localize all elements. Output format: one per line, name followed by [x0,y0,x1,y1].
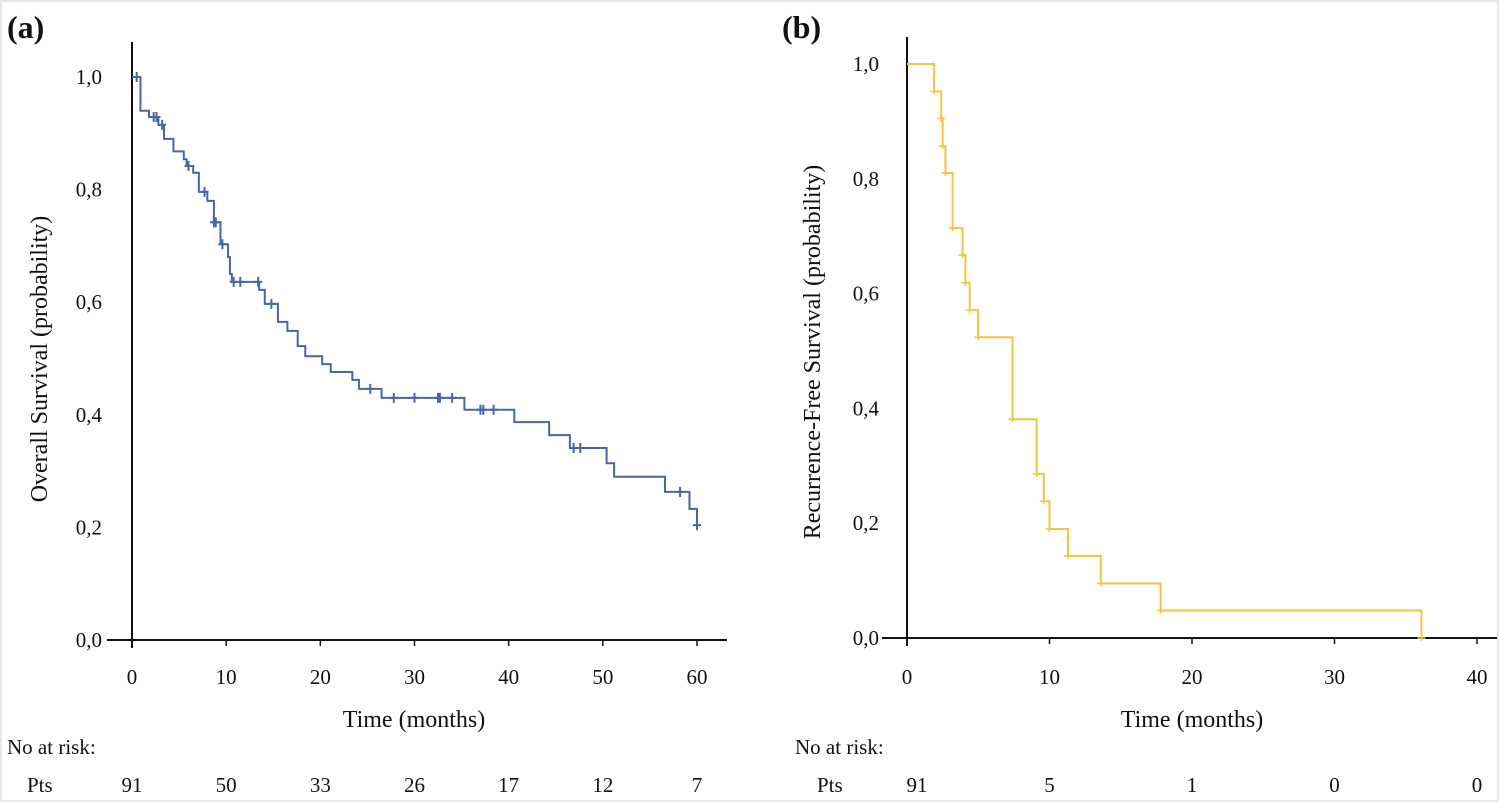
risk-count: 33 [310,773,331,797]
risk-table-title-a: No at risk: [7,735,96,759]
censor-mark [218,239,227,250]
x-tick-label: 30 [1324,665,1345,689]
censor-mark [1039,498,1048,505]
y-tick-label: 1,0 [853,52,879,76]
y-tick-label: 0,0 [853,626,879,650]
risk-count: 0 [1472,773,1483,797]
censor-mark [448,392,457,403]
risk-table-title-b: No at risk: [795,735,884,759]
censor-mark [1156,607,1165,614]
y-tick-label: 1,0 [76,65,102,89]
censor-mark [489,404,498,415]
risk-table-row-label-a: Pts [27,773,53,797]
x-tick-label: 40 [1467,665,1488,689]
censor-mark [158,119,167,130]
censor-mark [184,160,193,171]
censor-mark [576,443,585,454]
y-tick-label: 0,8 [76,178,102,202]
y-tick-label: 0,2 [76,515,102,539]
censor-mark [965,307,974,314]
panel-label-a: (a) [7,9,44,45]
censor-mark [676,486,685,497]
risk-count: 5 [1044,773,1055,797]
survival-curve-a [132,76,698,526]
risk-count: 26 [404,773,425,797]
x-tick-label: 20 [310,665,331,689]
risk-count: 50 [216,773,237,797]
y-tick-label: 0,0 [76,628,102,652]
censor-mark [938,143,947,150]
x-tick-label: 0 [902,665,913,689]
x-tick-label: 40 [498,665,519,689]
censor-mark [267,298,276,309]
censor-mark [211,217,220,228]
censor-mark [1008,416,1017,423]
y-tick-label: 0,6 [76,290,102,314]
censor-mark [937,115,946,122]
censor-mark [958,252,967,259]
censor-mark [236,276,245,287]
censor-mark [1417,635,1426,641]
y-axis-label-b: Recurrence-Free Survival (probability) [800,165,826,540]
censor-mark [941,170,950,177]
y-tick-label: 0,8 [853,167,879,191]
x-tick-label: 10 [216,665,237,689]
y-tick-label: 0,6 [853,282,879,306]
censor-mark [479,404,488,415]
risk-table-row-label-b: Pts [817,773,843,797]
censor-mark [152,111,161,122]
x-tick-label: 60 [687,665,708,689]
censor-mark [410,392,419,403]
risk-count: 91 [122,773,143,797]
y-axis-label-a: Overall Survival (probability) [27,216,53,503]
x-tick-label: 50 [592,665,613,689]
censor-mark [389,392,398,403]
survival-curve-b [907,63,1423,638]
x-axis-label-b: Time (months) [1121,707,1263,733]
censor-mark [693,520,701,531]
risk-count: 17 [498,773,519,797]
y-tick-label: 0,4 [853,396,880,420]
risk-count: 12 [592,773,613,797]
censor-mark [254,276,263,287]
risk-count: 91 [907,773,928,797]
censor-mark [1045,525,1054,532]
risk-count: 0 [1329,773,1340,797]
censor-mark [961,279,970,286]
censor-mark [200,186,209,197]
censor-mark [948,225,957,232]
censor-mark [366,383,375,394]
censor-mark [1096,580,1105,587]
x-tick-label: 30 [404,665,425,689]
censor-mark [1032,470,1041,477]
censor-mark [132,72,141,82]
panel-label-b: (b) [782,9,821,45]
censor-mark [974,334,983,341]
censor-mark [435,392,444,403]
censor-mark [930,88,939,95]
risk-count: 7 [692,773,703,797]
x-tick-label: 20 [1182,665,1203,689]
x-tick-label: 0 [127,665,138,689]
censor-mark [1064,552,1073,559]
risk-count: 1 [1187,773,1198,797]
x-tick-label: 10 [1039,665,1060,689]
y-tick-label: 0,4 [76,403,103,427]
y-tick-label: 0,2 [853,511,879,535]
x-axis-label-a: Time (months) [343,707,485,733]
